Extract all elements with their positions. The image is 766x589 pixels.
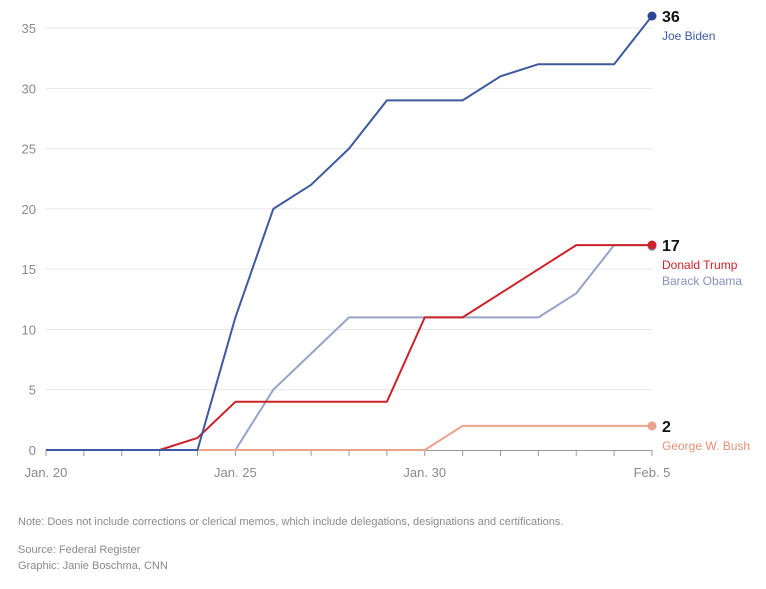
line-chart: 0 5 10 15 20 25 30 35 Jan. 20 Jan. 25 Jan. 30 Feb. … [22, 9, 751, 480]
y-tick-label-35: 35 [22, 21, 36, 36]
y-tick-label-0: 0 [29, 443, 36, 458]
series-name-label: Donald Trump [662, 258, 738, 272]
y-tick-label-25: 25 [22, 142, 36, 157]
series-name-label: Joe Biden [662, 29, 715, 43]
x-tick-label: Feb. 5 [634, 465, 671, 480]
series-line-barack-obama [46, 244, 652, 451]
series-name-label: Barack Obama [662, 274, 742, 288]
y-tick-label-20: 20 [22, 202, 36, 217]
series-line-joe-biden [46, 15, 653, 451]
chart-source: Source: Federal Register [18, 544, 141, 556]
end-value-label: 2 [662, 419, 671, 436]
chart-credit: Graphic: Janie Boschma, CNN [18, 560, 168, 572]
y-tick-label-5: 5 [29, 383, 36, 398]
series-name-label: George W. Bush [662, 439, 750, 453]
series-line-donald-trump [46, 244, 652, 451]
x-tick-label: Jan. 20 [25, 465, 68, 480]
y-tick-label-10: 10 [22, 322, 36, 337]
end-value-label: 36 [662, 9, 680, 26]
y-tick-label-30: 30 [22, 81, 36, 96]
end-dot-donald-trump [647, 240, 657, 250]
end-dot-george-w-bush [647, 421, 657, 431]
x-tick-label: Jan. 25 [214, 465, 257, 480]
x-tick-label: Jan. 30 [403, 465, 446, 480]
end-value-label: 17 [662, 238, 680, 255]
chart-note: Note: Does not include corrections or cl… [18, 516, 564, 528]
end-dot-joe-biden [647, 11, 657, 21]
y-tick-label-15: 15 [22, 262, 36, 277]
series-line-george-w-bush [46, 424, 652, 451]
